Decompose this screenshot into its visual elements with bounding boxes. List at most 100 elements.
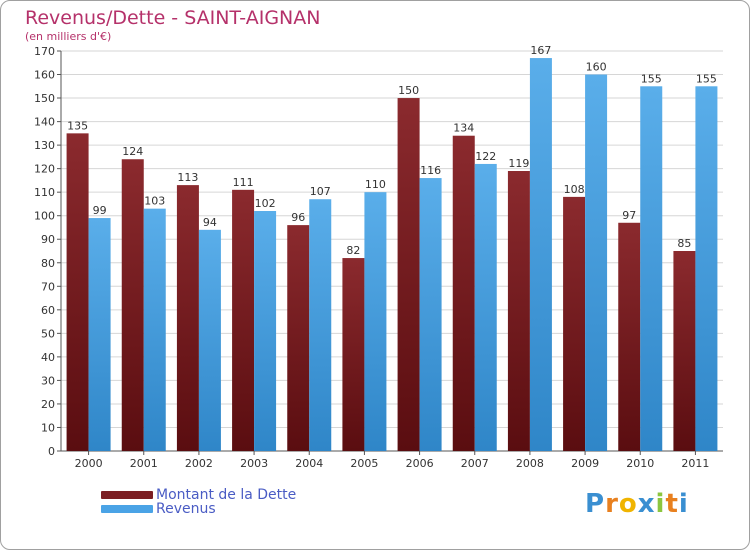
y-tick-label: 50	[41, 327, 55, 340]
legend-item-revenus: Revenus	[101, 501, 216, 517]
data-label-revenus: 107	[310, 185, 331, 198]
y-tick-label: 140	[34, 116, 55, 129]
logo-letter: t	[665, 489, 679, 519]
bar-dette	[563, 196, 586, 451]
bar-revenus	[474, 163, 497, 452]
bar-revenus	[364, 192, 387, 452]
x-tick-label: 2010	[626, 457, 654, 470]
data-label-dette: 85	[677, 237, 691, 250]
y-tick-label: 80	[41, 257, 55, 270]
data-label-dette: 134	[453, 122, 474, 135]
x-tick-label: 2008	[516, 457, 544, 470]
bar-dette	[452, 135, 475, 452]
y-tick-label: 170	[34, 45, 55, 58]
data-label-revenus: 160	[586, 61, 607, 74]
y-tick-label: 40	[41, 351, 55, 364]
logo-letter: o	[618, 489, 638, 519]
bar-dette	[342, 258, 365, 451]
y-tick-label: 160	[34, 69, 55, 82]
legend-swatch-revenus	[101, 505, 153, 513]
y-tick-label: 10	[41, 421, 55, 434]
data-label-revenus: 155	[641, 72, 662, 85]
x-tick-label: 2000	[75, 457, 103, 470]
data-label-revenus: 116	[420, 164, 441, 177]
x-tick-label: 2001	[130, 457, 158, 470]
data-label-revenus: 102	[255, 197, 276, 210]
logo-letter: P	[585, 489, 606, 519]
bar-revenus	[640, 86, 663, 451]
y-tick-label: 70	[41, 280, 55, 293]
legend-item-dette: Montant de la Dette	[101, 487, 297, 503]
y-tick-label: 20	[41, 398, 55, 411]
data-label-revenus: 167	[530, 44, 551, 57]
y-tick-label: 0	[48, 445, 55, 458]
logo-letter: x	[637, 489, 656, 519]
bar-dette	[287, 225, 310, 451]
legend-label-dette: Montant de la Dette	[156, 487, 297, 503]
bar-dette	[673, 251, 696, 451]
data-label-revenus: 103	[144, 195, 165, 208]
x-tick-label: 2005	[350, 457, 378, 470]
y-tick-label: 60	[41, 304, 55, 317]
y-tick-label: 150	[34, 92, 55, 105]
y-tick-label: 130	[34, 139, 55, 152]
data-label-revenus: 110	[365, 178, 386, 191]
bar-revenus	[309, 199, 332, 451]
bar-dette	[66, 133, 89, 451]
bar-revenus	[529, 58, 552, 451]
data-label-dette: 82	[346, 244, 360, 257]
data-label-revenus: 99	[93, 204, 107, 217]
bar-dette	[397, 98, 420, 451]
data-label-dette: 97	[622, 209, 636, 222]
bar-dette	[232, 189, 255, 451]
x-tick-label: 2003	[240, 457, 268, 470]
y-tick-label: 30	[41, 374, 55, 387]
x-tick-label: 2007	[461, 457, 489, 470]
legend-label-revenus: Revenus	[156, 501, 216, 517]
bar-revenus	[198, 229, 221, 451]
y-tick-label: 110	[34, 186, 55, 199]
y-tick-label: 90	[41, 233, 55, 246]
data-label-revenus: 122	[475, 150, 496, 163]
bar-revenus	[254, 211, 277, 451]
grid-lines	[61, 50, 723, 428]
x-tick-label: 2011	[681, 457, 709, 470]
data-label-dette: 124	[122, 145, 143, 158]
x-tick-label: 2009	[571, 457, 599, 470]
bar-revenus	[695, 86, 718, 451]
legend-swatch-dette	[101, 491, 153, 499]
data-label-dette: 135	[67, 119, 88, 132]
bar-dette	[121, 159, 144, 451]
bars	[66, 58, 718, 452]
data-label-dette: 150	[398, 84, 419, 97]
data-label-dette: 113	[177, 171, 198, 184]
bar-revenus	[585, 74, 608, 451]
chart-title: Revenus/Dette - SAINT-AIGNAN	[25, 7, 321, 29]
data-label-dette: 111	[233, 176, 254, 189]
proxiti-logo: Proxiti	[585, 489, 689, 519]
data-label-dette: 96	[291, 211, 305, 224]
data-label-revenus: 94	[203, 216, 217, 229]
data-label-dette: 108	[564, 183, 585, 196]
y-tick-label: 120	[34, 163, 55, 176]
bar-dette	[507, 171, 530, 451]
axes: 0 10 20 30 40 50 60 70 80 90 100 110 120 130 140 150 160…	[34, 45, 723, 470]
bar-dette	[176, 185, 199, 451]
logo-letter: i	[678, 489, 689, 519]
x-tick-label: 2002	[185, 457, 213, 470]
logo-letter: i	[655, 489, 666, 519]
x-tick-label: 2004	[295, 457, 323, 470]
chart-subtitle: (en milliers d'€)	[25, 30, 112, 43]
y-tick-label: 100	[34, 210, 55, 223]
bar-revenus	[88, 218, 111, 451]
x-tick-label: 2006	[406, 457, 434, 470]
bar-revenus	[143, 208, 166, 451]
bar-revenus	[419, 178, 442, 451]
bar-dette	[618, 222, 641, 451]
data-label-dette: 119	[508, 157, 529, 170]
logo-letter: r	[605, 489, 619, 519]
data-label-revenus: 155	[696, 72, 717, 85]
